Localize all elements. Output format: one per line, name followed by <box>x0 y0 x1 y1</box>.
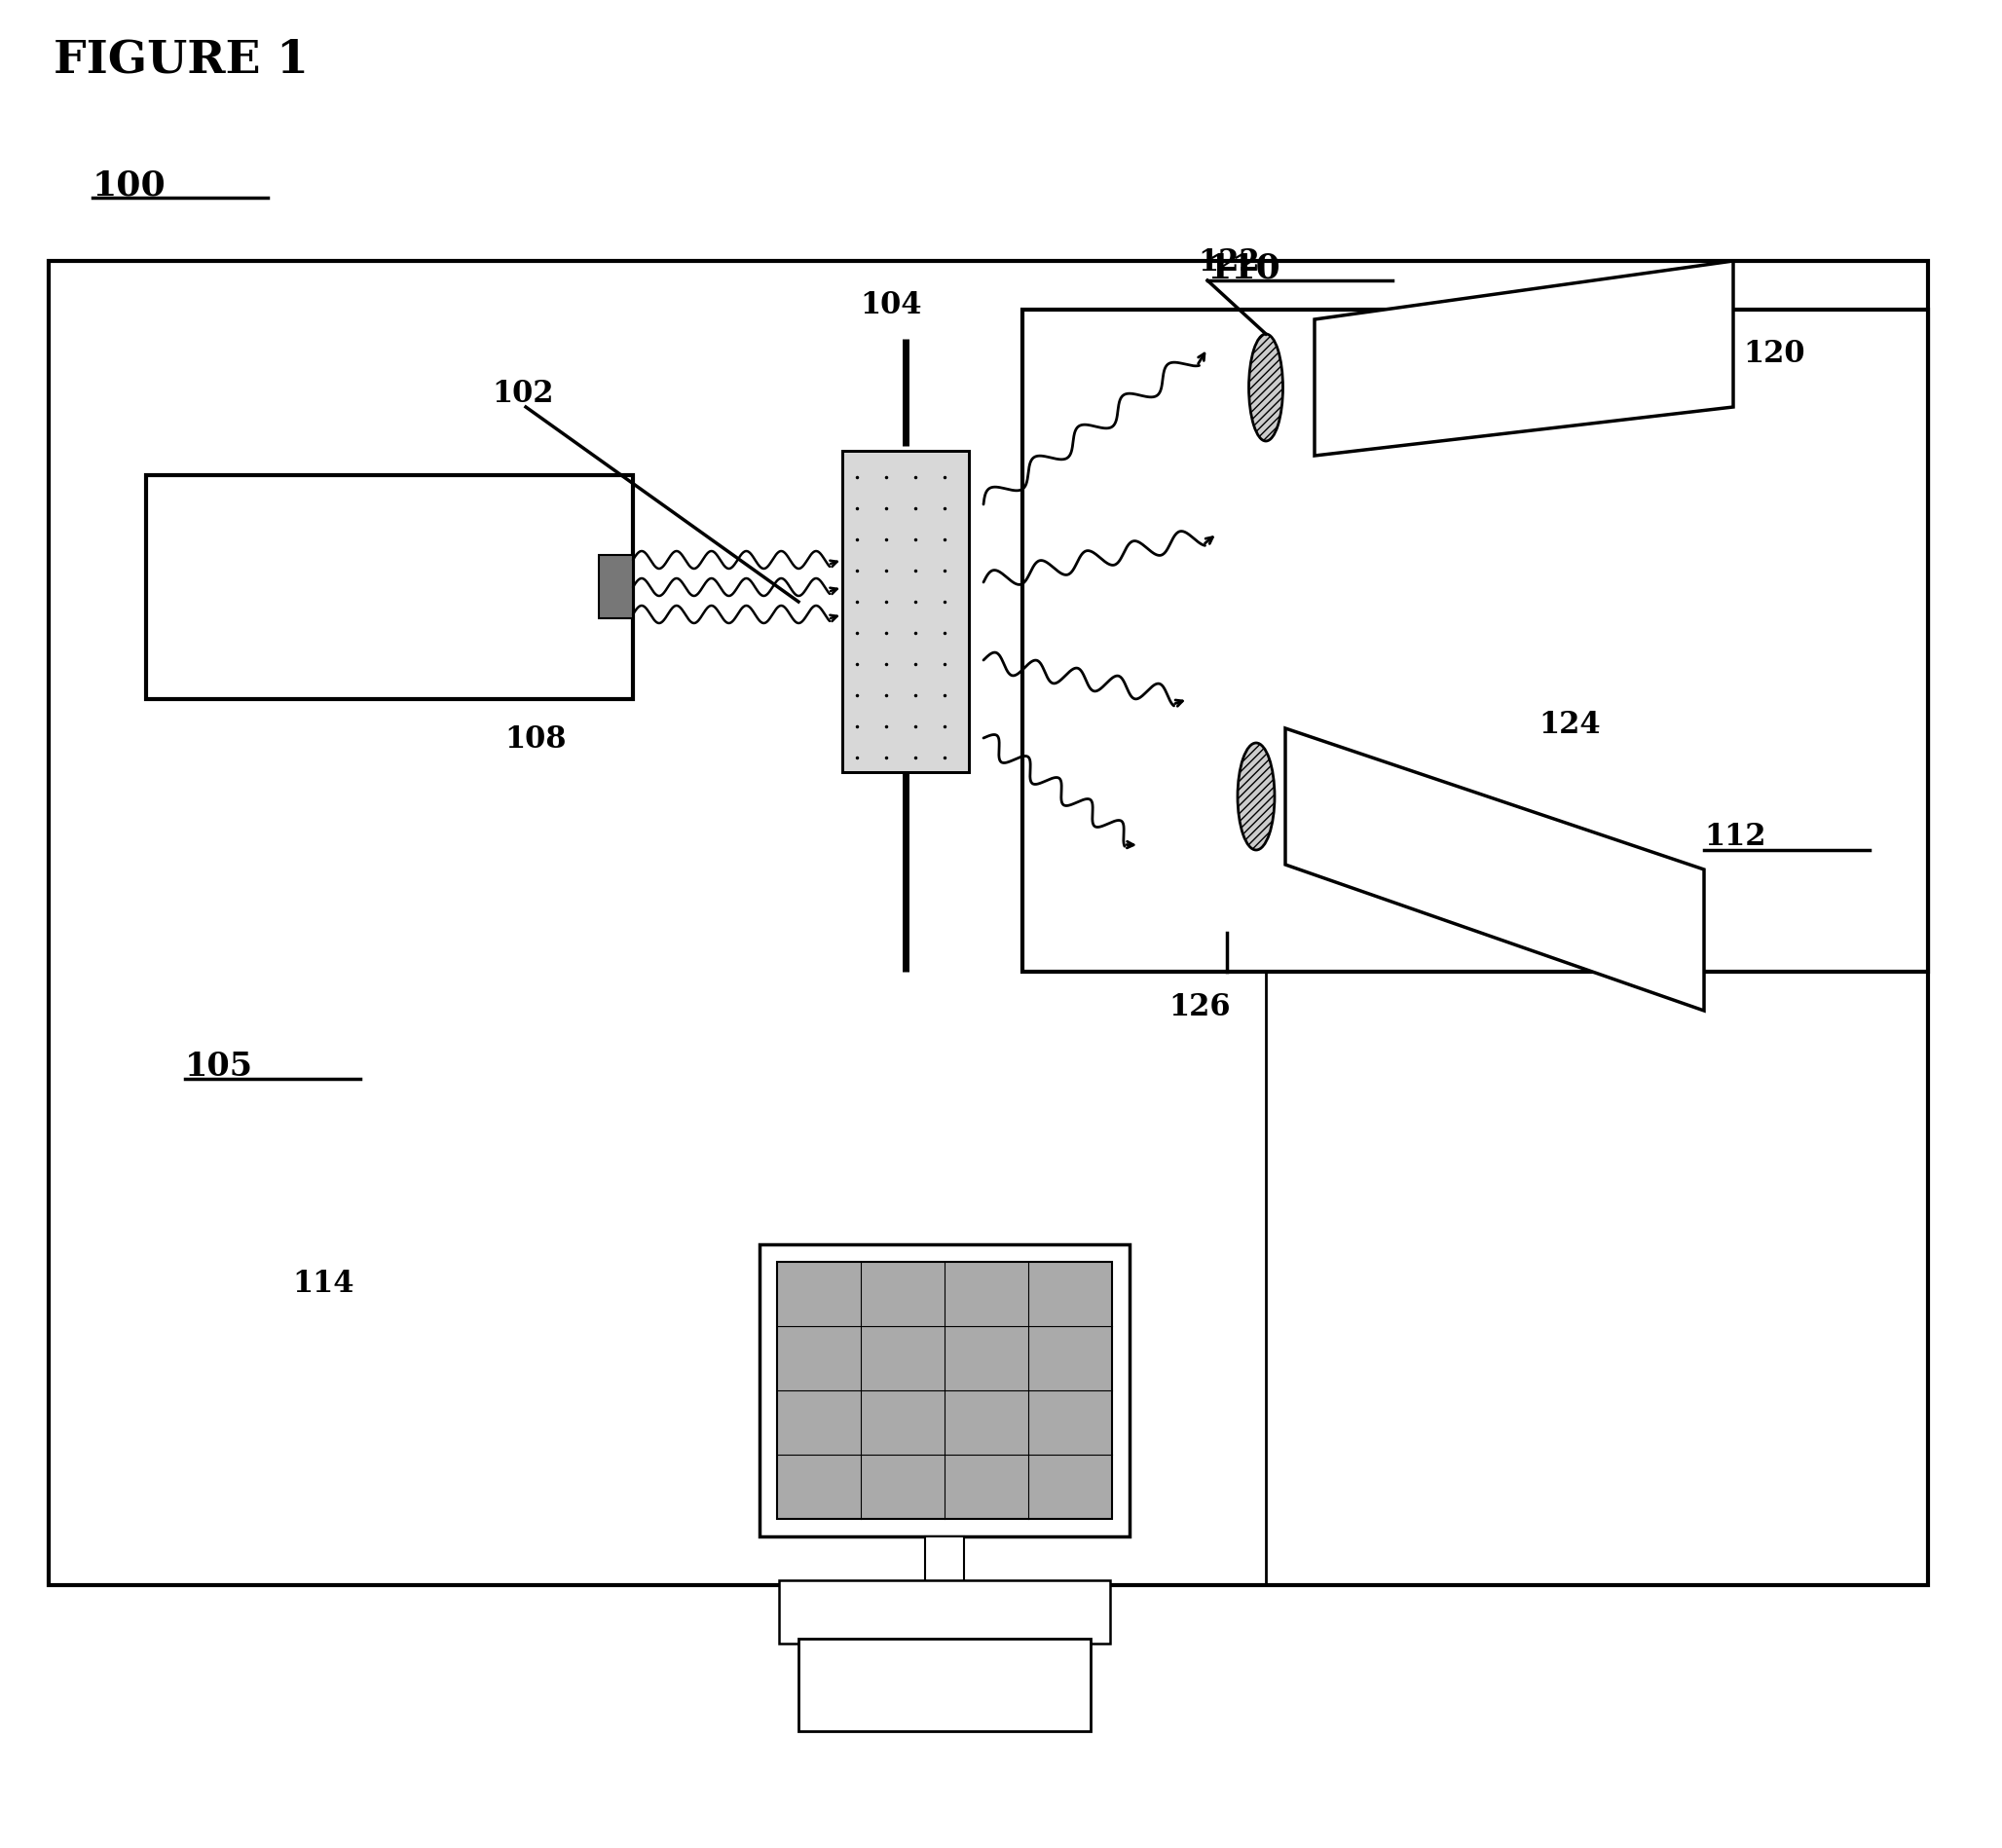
Text: 102: 102 <box>492 379 555 408</box>
Bar <box>779 1580 1109 1643</box>
Text: 124: 124 <box>1538 710 1600 739</box>
Ellipse shape <box>1237 743 1275 850</box>
Bar <box>777 1262 1111 1519</box>
Bar <box>759 1246 1129 1536</box>
Bar <box>925 1536 965 1586</box>
Bar <box>599 556 633 619</box>
Bar <box>1023 310 1928 972</box>
Text: 100: 100 <box>92 170 166 203</box>
Text: 122: 122 <box>1197 248 1259 277</box>
Text: 106: 106 <box>348 573 410 602</box>
Bar <box>799 1639 1091 1732</box>
Text: 114: 114 <box>292 1268 354 1299</box>
Ellipse shape <box>1249 334 1283 442</box>
Text: FIGURE 1: FIGURE 1 <box>54 39 308 83</box>
Text: 108: 108 <box>505 724 567 754</box>
Text: 120: 120 <box>1744 340 1806 370</box>
Polygon shape <box>1285 728 1704 1011</box>
Text: 105: 105 <box>184 1050 252 1083</box>
Text: 104: 104 <box>861 290 921 320</box>
Polygon shape <box>1315 262 1734 456</box>
Text: 112: 112 <box>1704 821 1766 852</box>
Bar <box>843 451 969 772</box>
Bar <box>48 262 1928 1586</box>
Text: 126: 126 <box>1169 992 1231 1022</box>
Bar <box>843 451 969 772</box>
Text: 110: 110 <box>1207 251 1281 285</box>
Bar <box>146 477 633 700</box>
